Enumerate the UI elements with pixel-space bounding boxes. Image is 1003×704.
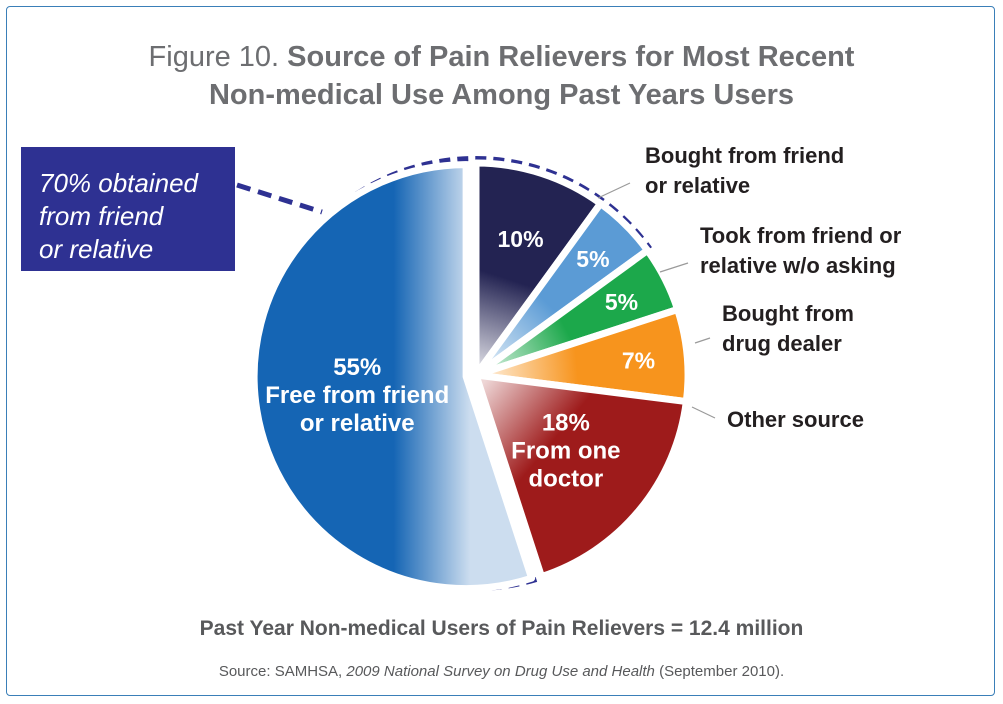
- slice-outside-label-0-1: or relative: [645, 173, 750, 198]
- slice-value-label-5: 55%: [333, 354, 381, 381]
- slice-inside-text-5-1: Free from friend: [265, 382, 449, 409]
- slice-inside-text-4-1: From one: [511, 437, 620, 464]
- leader-line-3: [691, 406, 716, 419]
- slice-outside-label-1-0: Took from friend or: [700, 223, 902, 248]
- source-publication: 2009 National Survey on Drug Use and Hea…: [346, 663, 655, 680]
- callout-connector: [236, 182, 323, 215]
- slice-value-label-2: 5%: [605, 289, 638, 315]
- slice-outside-label-2-0: Bought from: [722, 301, 854, 326]
- leader-line-0: [597, 182, 631, 199]
- pie-slice-4: [472, 371, 690, 581]
- slice-value-label-3: 7%: [622, 348, 655, 374]
- leader-lines: [597, 182, 716, 419]
- chart-title: Figure 10. Source of Pain Relievers for …: [0, 38, 1003, 114]
- callout-line-1: 70% obtained: [39, 168, 199, 198]
- source-suffix: (September 2010).: [654, 663, 785, 680]
- pie-slice-0: [472, 159, 605, 379]
- slice-labels: 10% Bought from friend or relative 5% Took f…: [265, 143, 901, 492]
- slice-inside-text-5-2: or relative: [300, 410, 415, 437]
- slice-inside-text-4-2: doctor: [529, 465, 604, 492]
- slice-value-label-0: 10%: [498, 226, 544, 252]
- callout-box: 70% obtained from friend or relative: [21, 147, 235, 271]
- figure-label: Figure 10.: [148, 41, 280, 73]
- slice-outside-label-2-1: drug dealer: [722, 331, 842, 356]
- total-users-label: Past Year Non-medical Users of Pain Reli…: [199, 617, 804, 640]
- title-line-1: Source of Pain Relievers for Most Recent: [287, 41, 855, 73]
- source-prefix: Source: SAMHSA,: [218, 663, 347, 680]
- slice-value-label-4: 18%: [542, 409, 590, 436]
- slice-outside-label-1-1: relative w/o asking: [700, 253, 896, 278]
- slice-value-label-1: 5%: [576, 246, 609, 272]
- source-note: Source: SAMHSA, 2009 National Survey on …: [0, 663, 1003, 680]
- callout-line-2: from friend: [39, 201, 164, 231]
- leader-line-1: [659, 262, 689, 273]
- leader-line-2: [694, 337, 711, 344]
- slice-outside-label-0-0: Bought from friend: [645, 143, 844, 168]
- pie-slices: [250, 159, 692, 592]
- slice-outside-label-3-0: Other source: [727, 407, 864, 432]
- pie-slice-5: [250, 161, 536, 592]
- callout-line-3: or relative: [39, 234, 154, 264]
- title-line-2: Non-medical Use Among Past Years Users: [208, 79, 795, 111]
